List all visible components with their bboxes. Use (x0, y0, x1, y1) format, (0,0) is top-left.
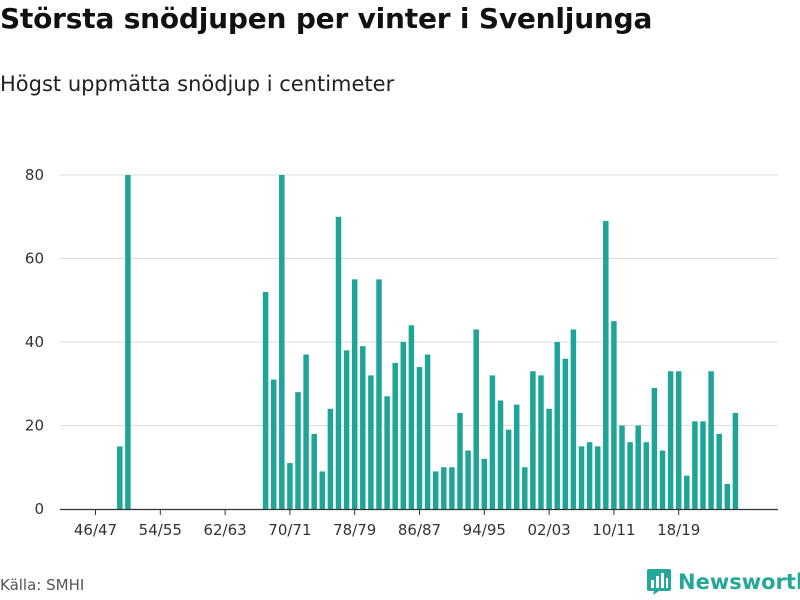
bar-99/00 (522, 467, 528, 509)
bar-71/72 (295, 392, 301, 509)
y-tick-label: 0 (34, 500, 44, 518)
bar-11/12 (619, 425, 625, 509)
bar-10/11 (611, 321, 617, 509)
x-tick-label: 02/03 (527, 521, 570, 539)
x-tick-label: 94/95 (463, 521, 506, 539)
bar-20/21 (692, 421, 698, 509)
bar-chart-logo-icon (647, 569, 671, 595)
brand-name: Newsworthy (678, 570, 800, 594)
bar-96/97 (497, 400, 504, 509)
bar-49/50 (117, 446, 123, 509)
y-tick-label: 60 (25, 250, 44, 268)
bar-02/03 (546, 408, 552, 509)
bar-97/98 (505, 429, 512, 509)
bar-17/18 (667, 371, 674, 509)
bar-08/09 (594, 446, 601, 509)
bar-15/16 (651, 387, 658, 509)
bar-03/04 (554, 342, 560, 509)
x-tick-label: 70/71 (268, 521, 311, 539)
bar-05/06 (570, 329, 577, 509)
bar-68/69 (270, 379, 277, 509)
x-tick-label: 62/63 (203, 521, 246, 539)
x-tick-label: 86/87 (398, 521, 441, 539)
y-tick-label: 80 (25, 166, 44, 184)
bar-undefined (724, 483, 731, 509)
x-tick-label: 78/79 (333, 521, 376, 539)
bar-70/71 (287, 463, 293, 509)
bar-67/68 (262, 291, 269, 509)
brand-logo: Newsworthy (646, 568, 800, 596)
bar-83/84 (392, 362, 398, 509)
bar-82/83 (384, 396, 390, 509)
bar-72/73 (303, 354, 309, 509)
bar-00/01 (530, 371, 536, 509)
bar-94/95 (481, 458, 488, 509)
bar-90/91 (449, 467, 455, 509)
x-tick-label: 54/55 (139, 521, 182, 539)
x-tick-label: 18/19 (657, 521, 700, 539)
bars (117, 175, 739, 510)
bar-84/85 (400, 342, 407, 509)
bar-77/78 (343, 350, 350, 509)
bar-88/89 (432, 471, 439, 509)
bar-95/96 (489, 375, 496, 509)
bar-75/76 (327, 408, 334, 509)
bar-79/80 (360, 346, 366, 509)
bar-69/70 (279, 175, 285, 509)
bar-22/23 (708, 371, 714, 509)
bar-92/93 (465, 450, 471, 509)
bar-16/17 (659, 450, 666, 509)
bar-21/22 (700, 421, 706, 509)
bar-80/81 (368, 375, 374, 509)
y-tick-label: 20 (25, 417, 44, 435)
bar-91/92 (457, 412, 463, 509)
bar-23/24 (716, 433, 722, 509)
bar-74/75 (319, 471, 326, 509)
x-tick-label: 46/47 (74, 521, 117, 539)
bar-89/90 (441, 467, 447, 509)
bar-09/10 (603, 220, 609, 510)
source-note: Källa: SMHI (0, 576, 85, 594)
x-tick-label: 10/11 (592, 521, 635, 539)
bar-78/79 (351, 279, 358, 509)
bar-73/74 (311, 433, 317, 509)
bar-98/99 (513, 404, 520, 509)
y-tick-label: 40 (25, 333, 44, 351)
bar-50/51 (125, 175, 131, 509)
chart-title: Största snödjupen per vinter i Svenljung… (0, 2, 653, 35)
bar-86/87 (416, 367, 423, 509)
axes: 0 20 40 60 80 46/47 54/55 62/63 70/71 78/79 86/87 9… (25, 166, 778, 539)
bar-06/07 (578, 446, 585, 509)
bar-07/08 (586, 442, 593, 509)
bar-01/02 (538, 375, 544, 509)
bar-13/14 (635, 425, 641, 509)
bar-04/05 (562, 358, 569, 509)
bar-12/13 (627, 442, 633, 509)
bar-87/88 (424, 354, 431, 509)
bar-14/15 (643, 442, 650, 509)
bar-81/82 (376, 279, 382, 509)
bar-18/19 (675, 371, 682, 509)
chart-subtitle: Högst uppmätta snödjup i centimeter (0, 72, 395, 96)
bar-85/86 (408, 325, 415, 509)
bar-undefined (732, 412, 739, 509)
bar-93/94 (473, 329, 479, 509)
bar-76/77 (335, 216, 342, 509)
bar-19/20 (684, 475, 690, 509)
